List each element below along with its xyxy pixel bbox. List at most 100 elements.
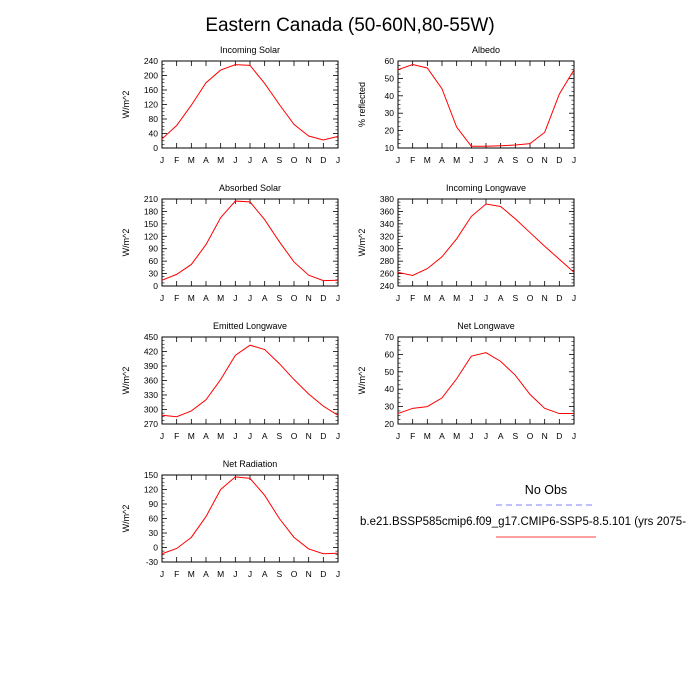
x-tick-label: J: [396, 431, 400, 441]
y-tick-label: 60: [385, 349, 395, 359]
y-tick-label: 0: [153, 143, 158, 153]
y-tick-label: 210: [144, 194, 158, 204]
y-tick-label: 360: [380, 206, 394, 216]
x-tick-label: M: [424, 431, 431, 441]
x-tick-label: A: [262, 431, 268, 441]
y-axis-label: W/m^2: [357, 229, 367, 257]
x-tick-label: J: [233, 431, 237, 441]
x-tick-label: O: [291, 155, 298, 165]
series-line: [397, 352, 574, 415]
y-tick-label: 90: [149, 244, 159, 254]
panel-emitted-longwave: Emitted Longwave W/m^2 270 300 330 360 390 420 4…: [121, 321, 340, 441]
x-tick-label: F: [174, 431, 179, 441]
y-tick-label: 360: [144, 376, 158, 386]
y-tick-label: 60: [149, 514, 159, 524]
legend-model-label: b.e21.BSSP585cmip6.f09_g17.CMIP6-SSP5-8.…: [360, 516, 686, 528]
y-tick-label: 60: [385, 56, 395, 66]
x-tick-label: F: [174, 569, 179, 579]
x-tick-label: D: [556, 431, 562, 441]
panel-title: Emitted Longwave: [213, 321, 287, 331]
y-tick-label: 30: [385, 402, 395, 412]
y-tick-label: 40: [385, 384, 395, 394]
x-tick-label: A: [262, 569, 268, 579]
panel-title: Albedo: [472, 45, 500, 55]
x-tick-label: M: [188, 155, 195, 165]
x-tick-label: N: [542, 293, 548, 303]
y-axis-label: % reflected: [357, 82, 367, 127]
series-line: [161, 344, 339, 418]
x-tick-label: N: [306, 569, 312, 579]
x-tick-label: J: [572, 293, 576, 303]
y-tick-label: 340: [380, 219, 394, 229]
x-tick-label: J: [484, 155, 488, 165]
y-tick-label: -30: [146, 557, 159, 567]
x-tick-label: A: [203, 569, 209, 579]
y-axis-label: W/m^2: [121, 505, 131, 533]
y-tick-label: 40: [385, 91, 395, 101]
y-tick-label: 0: [153, 281, 158, 291]
y-tick-label: 160: [144, 85, 158, 95]
x-tick-label: S: [276, 569, 282, 579]
x-tick-label: J: [248, 155, 252, 165]
x-tick-label: M: [453, 155, 460, 165]
x-tick-label: O: [291, 431, 298, 441]
x-tick-label: F: [410, 431, 415, 441]
x-tick-label: A: [498, 431, 504, 441]
x-tick-label: N: [306, 431, 312, 441]
y-tick-label: 50: [385, 73, 395, 83]
panel-title: Incoming Longwave: [446, 183, 526, 193]
x-tick-label: D: [556, 155, 562, 165]
y-tick-label: 120: [144, 100, 158, 110]
x-tick-label: J: [248, 431, 252, 441]
y-axis-label: W/m^2: [121, 229, 131, 257]
y-tick-label: 380: [380, 194, 394, 204]
y-tick-label: 450: [144, 332, 158, 342]
y-axis-label: W/m^2: [121, 91, 131, 119]
x-tick-label: A: [203, 155, 209, 165]
y-tick-label: 280: [380, 256, 394, 266]
x-tick-label: F: [410, 155, 415, 165]
y-tick-label: 420: [144, 347, 158, 357]
y-tick-label: 10: [385, 143, 395, 153]
x-tick-label: M: [424, 293, 431, 303]
y-tick-label: 150: [144, 219, 158, 229]
x-tick-label: J: [160, 293, 164, 303]
y-tick-label: 320: [380, 231, 394, 241]
y-tick-label: 390: [144, 361, 158, 371]
plot-frame: [161, 60, 339, 149]
x-tick-label: J: [336, 293, 340, 303]
x-tick-label: S: [512, 431, 518, 441]
x-tick-label: J: [160, 431, 164, 441]
y-tick-label: 20: [385, 419, 395, 429]
y-tick-label: 30: [385, 108, 395, 118]
x-tick-label: J: [233, 155, 237, 165]
y-tick-label: 180: [144, 206, 158, 216]
x-tick-label: S: [276, 431, 282, 441]
x-tick-label: J: [336, 155, 340, 165]
y-tick-label: 330: [144, 390, 158, 400]
x-tick-label: S: [512, 155, 518, 165]
x-tick-label: J: [248, 293, 252, 303]
figure-title: Eastern Canada (50-60N,80-55W): [205, 15, 494, 36]
x-tick-label: S: [276, 155, 282, 165]
x-tick-label: J: [572, 155, 576, 165]
x-tick-label: O: [291, 569, 298, 579]
x-tick-label: A: [439, 155, 445, 165]
series-line: [161, 476, 339, 555]
x-tick-label: M: [188, 293, 195, 303]
x-tick-label: N: [306, 293, 312, 303]
x-tick-label: M: [217, 155, 224, 165]
x-tick-label: S: [276, 293, 282, 303]
x-tick-label: M: [188, 431, 195, 441]
plot-frame: [397, 336, 575, 425]
y-tick-label: 50: [385, 367, 395, 377]
x-tick-label: J: [336, 431, 340, 441]
x-tick-label: D: [320, 293, 326, 303]
x-tick-label: O: [527, 431, 534, 441]
x-tick-label: J: [469, 155, 473, 165]
x-tick-label: J: [484, 431, 488, 441]
y-tick-label: 260: [380, 269, 394, 279]
x-tick-label: F: [174, 155, 179, 165]
